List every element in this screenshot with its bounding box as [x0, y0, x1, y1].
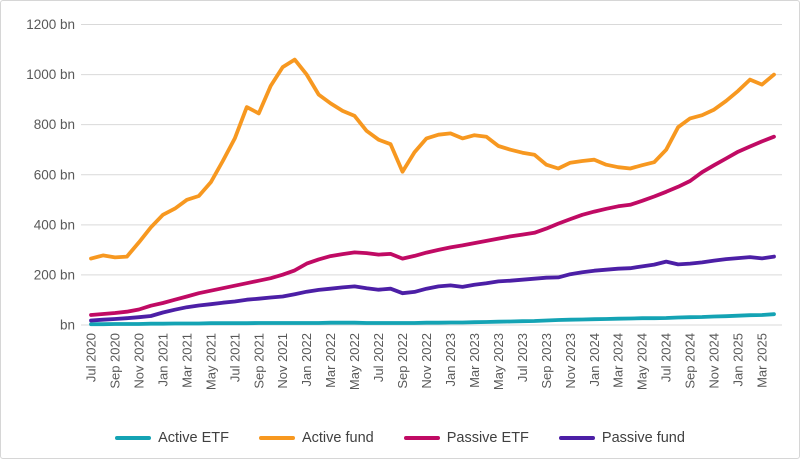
legend-label: Active ETF: [158, 430, 229, 446]
chart-legend: Active ETF Active fund Passive ETF Passi…: [1, 430, 799, 446]
x-tick-label: Jan 2024: [587, 333, 602, 387]
x-tick-label: May 2024: [635, 333, 650, 390]
x-axis-labels: Jul 2020 Sep 2020 Nov 2020 Jan 2021 Mar 2021…: [84, 333, 770, 390]
x-tick-label: Sep 2024: [683, 333, 698, 389]
legend-swatch-active-etf: [115, 436, 152, 440]
y-tick-label: 600 bn: [34, 167, 75, 182]
legend-item-passive-etf: Passive ETF: [403, 430, 529, 446]
x-tick-label: Sep 2020: [107, 333, 122, 389]
legend-label: Active fund: [301, 430, 374, 446]
x-tick-label: Sep 2022: [395, 333, 410, 389]
legend-label: Passive ETF: [446, 430, 529, 446]
x-tick-label: Jul 2022: [371, 333, 386, 382]
x-tick-label: Nov 2023: [563, 333, 578, 389]
x-tick-label: Jan 2022: [299, 333, 314, 387]
x-tick-label: Sep 2023: [539, 333, 554, 389]
x-tick-label: Jul 2020: [84, 333, 99, 382]
x-tick-label: Nov 2024: [707, 333, 722, 389]
legend-item-passive-fund: Passive fund: [558, 430, 685, 446]
x-tick-label: Jan 2023: [443, 333, 458, 387]
line-chart: bn 200 bn 400 bn 600 bn 800 bn 1000 bn 1200 bn…: [26, 17, 782, 390]
y-tick-label: bn: [60, 318, 75, 333]
x-tick-label: Nov 2021: [275, 333, 290, 389]
x-tick-label: Jul 2023: [515, 333, 530, 382]
gridlines: [81, 24, 782, 326]
x-tick-label: May 2021: [203, 333, 218, 390]
x-tick-label: May 2022: [347, 333, 362, 390]
legend-swatch-passive-fund: [558, 436, 595, 440]
x-tick-label: Jul 2021: [227, 333, 242, 382]
series-line-active-fund: [89, 57, 776, 261]
series-line-passive-etf: [89, 134, 776, 317]
x-tick-label: Jan 2025: [731, 333, 746, 387]
x-tick-label: Jan 2021: [155, 333, 170, 387]
legend-item-active-etf: Active ETF: [115, 430, 229, 446]
legend-label: Passive fund: [601, 430, 685, 446]
plot-area: bn 200 bn 400 bn 600 bn 800 bn 1000 bn 1200 bn…: [1, 1, 799, 418]
legend-swatch-passive-etf: [403, 436, 440, 440]
legend-item-active-fund: Active fund: [258, 430, 374, 446]
x-tick-label: Mar 2022: [323, 333, 338, 388]
x-tick-label: Mar 2023: [467, 333, 482, 388]
y-tick-label: 200 bn: [34, 267, 75, 282]
x-tick-label: May 2023: [491, 333, 506, 390]
series-line-active-etf: [89, 312, 776, 327]
x-tick-label: Jul 2024: [659, 333, 674, 382]
y-tick-label: 800 bn: [34, 117, 75, 132]
x-tick-label: Nov 2020: [131, 333, 146, 389]
x-tick-label: Mar 2024: [611, 333, 626, 388]
y-tick-label: 1000 bn: [26, 67, 75, 82]
y-axis-labels: bn 200 bn 400 bn 600 bn 800 bn 1000 bn 1200 bn: [26, 17, 75, 333]
x-tick-label: Mar 2021: [179, 333, 194, 388]
series-line-passive-fund: [89, 254, 776, 323]
x-tick-label: Nov 2022: [419, 333, 434, 389]
legend-swatch-active-fund: [258, 436, 295, 440]
x-tick-label: Mar 2025: [755, 333, 770, 388]
x-tick-label: Sep 2021: [251, 333, 266, 389]
y-tick-label: 1200 bn: [26, 17, 75, 32]
y-tick-label: 400 bn: [34, 217, 75, 232]
